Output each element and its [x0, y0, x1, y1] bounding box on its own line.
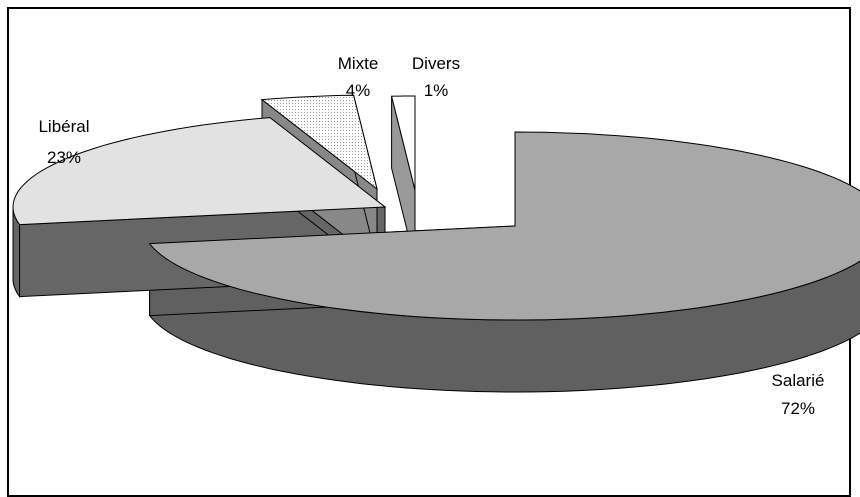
label-mixte-name: Mixte	[338, 54, 379, 73]
slice-mixte-top	[260, 94, 378, 191]
label-group-salarie: Salarié 72%	[772, 371, 825, 418]
slice-salarie-top	[148, 131, 860, 321]
pie-chart: Salarié 72% Libéral 23% Mixte 4% Divers …	[12, 54, 860, 418]
slice-liberal-top	[12, 117, 387, 226]
slice-divers-top	[390, 95, 416, 191]
label-group-liberal: Libéral 23%	[38, 117, 89, 167]
label-liberal-value: 23%	[47, 148, 81, 167]
label-group-divers: Divers 1%	[412, 54, 460, 100]
label-divers-name: Divers	[412, 54, 460, 73]
label-group-mixte: Mixte 4%	[338, 54, 379, 100]
label-salarie-name: Salarié	[772, 371, 825, 390]
label-salarie-value: 72%	[781, 399, 815, 418]
pie-tops	[12, 94, 860, 321]
label-divers-value: 1%	[424, 81, 449, 100]
label-mixte-value: 4%	[346, 81, 371, 100]
label-liberal-name: Libéral	[38, 117, 89, 136]
